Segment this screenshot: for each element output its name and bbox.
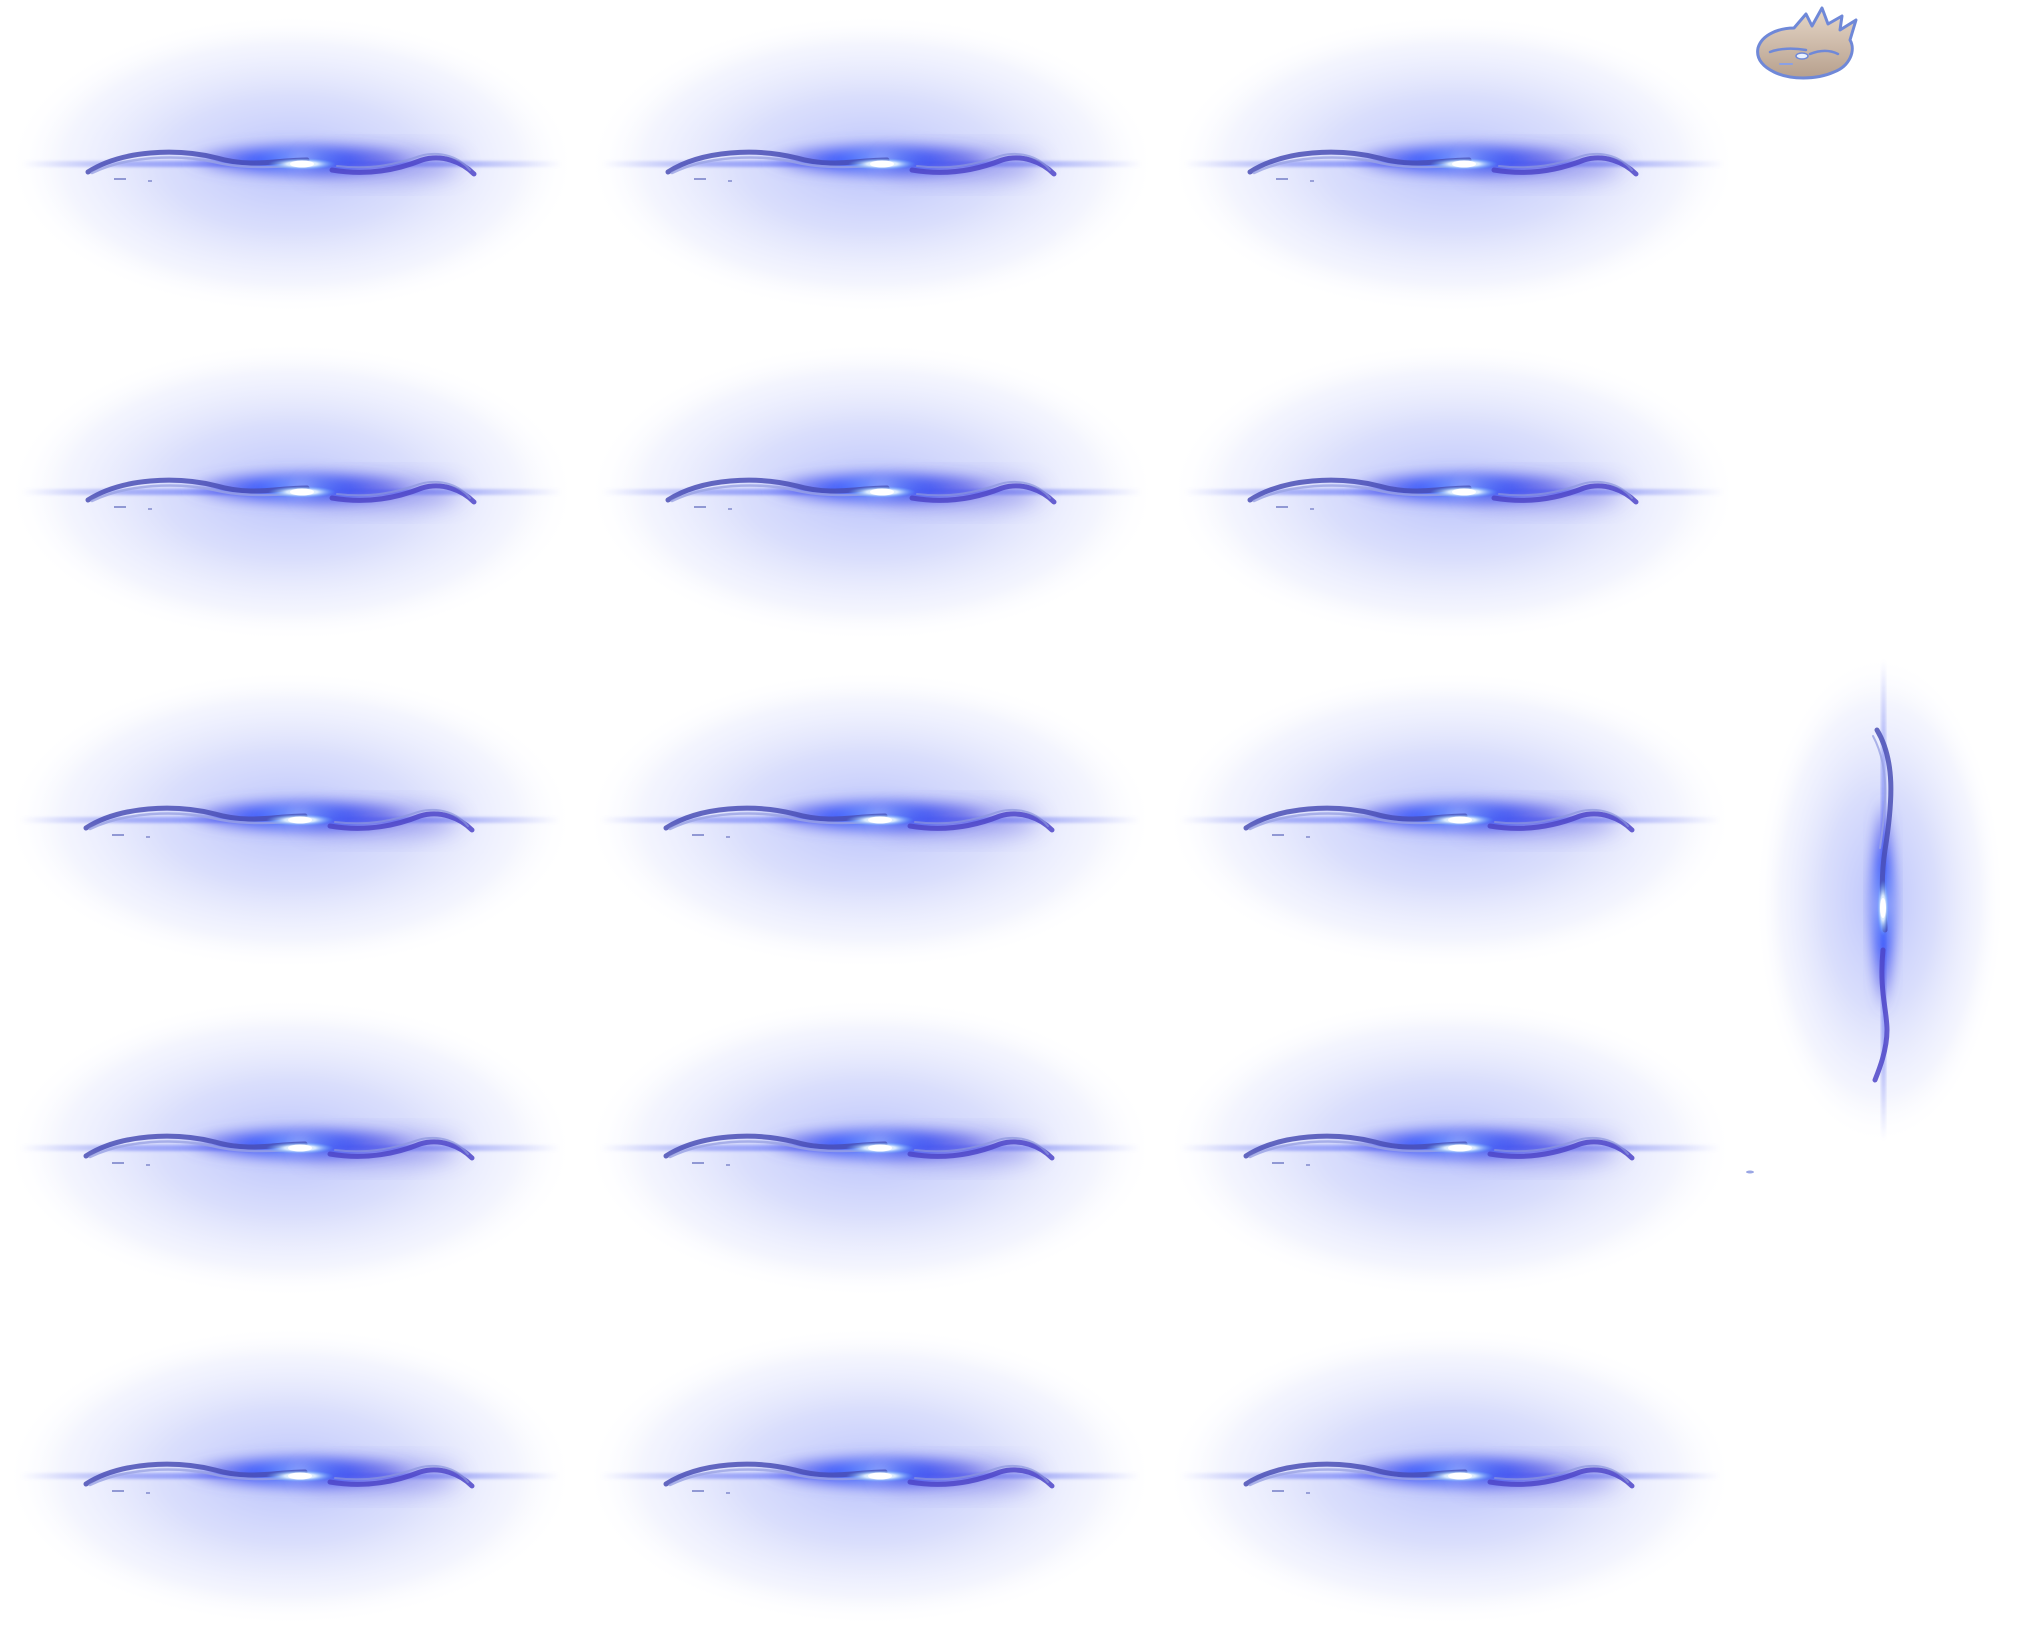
stray-pixel [1746, 1159, 1754, 1174]
slash-frame-r2-c1 [2, 328, 582, 656]
slash-frame-r4-c1 [0, 984, 580, 1312]
slash-frame-r2-c3 [1164, 328, 1744, 656]
slash-frame-r1-c2 [582, 0, 1162, 328]
slash-frame-r5-c1 [0, 1312, 580, 1640]
slash-frame-r4-c3 [1160, 984, 1740, 1312]
slash-frame-r3-c1 [0, 656, 580, 984]
slash-frame-r4-c2 [580, 984, 1160, 1312]
slash-frame-r2-c2 [582, 328, 1162, 656]
slash-frame-r1-c3 [1164, 0, 1744, 328]
slash-frame-r5-c3 [1160, 1312, 1740, 1640]
slash-frame-r3-c3 [1160, 656, 1740, 984]
spiky-emblem-icon [1750, 4, 1868, 82]
slash-frame-r1-c1 [2, 0, 582, 328]
slash-frame-r5-c2 [580, 1312, 1160, 1640]
vertical-slash-frame [1745, 650, 2025, 1150]
slash-frame-r3-c2 [580, 656, 1160, 984]
